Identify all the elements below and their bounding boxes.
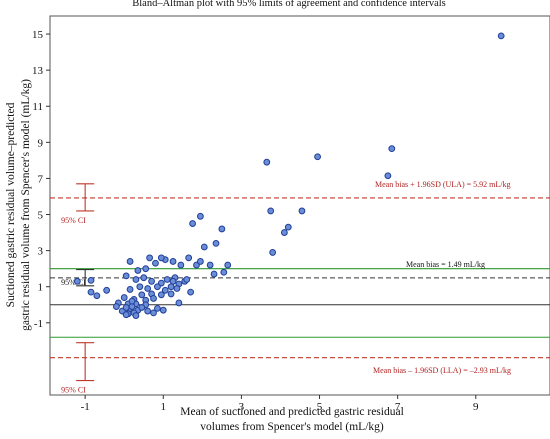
data-point xyxy=(122,272,130,280)
x-tick-label: 7 xyxy=(395,401,401,413)
data-point xyxy=(126,258,134,265)
data-point xyxy=(161,286,169,294)
data-point xyxy=(138,304,146,311)
y-tick-label: 11 xyxy=(32,101,43,113)
x-axis-ticks: -1 1 3 5 7 9 xyxy=(81,395,479,413)
data-point xyxy=(73,277,81,285)
y-tick-label: 7 xyxy=(38,173,44,185)
plot-area xyxy=(49,15,550,396)
data-point xyxy=(224,261,232,269)
data-point xyxy=(150,309,157,317)
y-tick-label: 13 xyxy=(32,65,44,77)
data-point xyxy=(152,259,159,267)
data-point xyxy=(167,283,175,291)
data-point xyxy=(138,291,146,299)
data-point xyxy=(163,276,171,283)
data-point xyxy=(122,311,130,319)
data-point xyxy=(200,243,208,251)
data-point xyxy=(187,288,195,296)
data-point xyxy=(157,254,165,262)
chart-title: Bland–Altman plot with 95% limits of agr… xyxy=(132,0,445,9)
ci-label-1: 95% CI xyxy=(61,278,86,287)
data-point xyxy=(93,292,101,300)
data-point xyxy=(142,265,150,273)
data-point xyxy=(136,283,144,291)
x-axis-label-line2: volumes from Spencer's model (mL/kg) xyxy=(200,421,384,433)
lla-annotation: Mean bias – 1.96SD (LLA) = –2.93 mL/kg xyxy=(373,366,511,375)
data-point xyxy=(159,306,167,314)
x-axis-label-line1: Mean of suctioned and predicted gastric … xyxy=(180,406,404,418)
data-points xyxy=(73,32,505,319)
data-point xyxy=(497,32,505,40)
y-tick-label: 3 xyxy=(38,246,44,258)
data-point xyxy=(87,288,95,296)
data-point xyxy=(146,254,154,262)
y-tick-label: -1 xyxy=(34,318,43,330)
y-tick-label: 15 xyxy=(32,29,44,41)
data-point xyxy=(263,158,271,166)
data-point xyxy=(196,212,204,220)
data-point xyxy=(384,172,392,180)
data-point xyxy=(173,285,181,292)
data-point xyxy=(132,312,140,319)
data-point xyxy=(148,277,155,285)
y-tick-label: 5 xyxy=(38,210,44,222)
data-point xyxy=(103,286,111,294)
data-point xyxy=(183,276,191,283)
data-point xyxy=(144,307,152,315)
data-point xyxy=(185,254,193,262)
data-point xyxy=(284,223,292,231)
data-point xyxy=(388,145,396,153)
data-point xyxy=(175,299,183,307)
data-point xyxy=(210,270,218,278)
data-point xyxy=(196,258,204,265)
y-axis-label-line1: Suctioned gastric residual volume–predic… xyxy=(5,102,17,307)
data-point xyxy=(280,229,288,236)
x-tick-label: 9 xyxy=(473,401,479,413)
data-point xyxy=(298,207,306,215)
data-point xyxy=(206,261,214,269)
x-tick-label: 3 xyxy=(239,401,245,413)
data-point xyxy=(154,283,161,291)
ci-label-2: 95% CI xyxy=(61,386,86,395)
data-point xyxy=(157,291,165,299)
data-point xyxy=(132,276,140,283)
data-point xyxy=(128,297,136,305)
data-point xyxy=(314,153,321,161)
data-point xyxy=(269,249,277,256)
x-tick-label: -1 xyxy=(81,401,90,413)
ci-label-0: 95% CI xyxy=(61,216,86,225)
data-point xyxy=(120,294,128,301)
data-point xyxy=(87,276,95,284)
data-point xyxy=(212,240,220,247)
data-point xyxy=(220,268,228,276)
data-point xyxy=(144,285,152,292)
data-point xyxy=(154,304,161,312)
data-point xyxy=(134,267,142,274)
y-tick-label: 9 xyxy=(38,137,44,149)
data-point xyxy=(126,286,134,293)
confidence-interval-bars: 95% CI 95% CI 95% CI xyxy=(61,183,95,395)
data-point xyxy=(267,207,275,215)
data-point xyxy=(218,225,226,233)
y-tick-label: 1 xyxy=(38,282,44,294)
x-tick-label: 5 xyxy=(317,401,323,413)
data-point xyxy=(169,258,177,265)
bias-annotation: Mean bias = 1.49 mL/kg xyxy=(406,260,485,269)
x-tick-label: 1 xyxy=(161,401,167,413)
ula-annotation: Mean bias + 1.96SD (ULA) = 5.92 mL/kg xyxy=(375,180,510,189)
data-point xyxy=(122,304,130,311)
data-point xyxy=(177,261,185,269)
data-point xyxy=(150,295,157,302)
data-point xyxy=(189,220,196,227)
data-point xyxy=(167,290,175,298)
data-point xyxy=(140,274,148,282)
data-point xyxy=(113,303,120,310)
y-axis-label-line2: gastric residual volume from Spencer's m… xyxy=(20,79,32,331)
